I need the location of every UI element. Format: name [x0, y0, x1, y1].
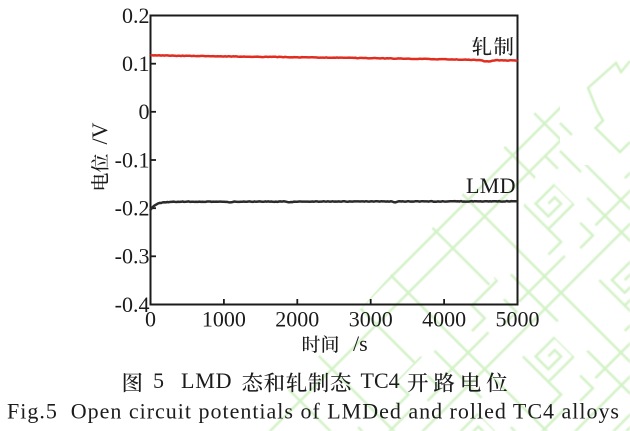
- svg-text:0.2: 0.2: [122, 3, 150, 28]
- svg-text:LMD: LMD: [466, 173, 516, 198]
- svg-text:3000: 3000: [349, 307, 393, 332]
- svg-text:0: 0: [139, 99, 150, 124]
- svg-text:-0.1: -0.1: [115, 147, 150, 172]
- svg-text:1000: 1000: [202, 307, 246, 332]
- svg-text:4000: 4000: [422, 307, 466, 332]
- svg-text:TC4: TC4: [361, 368, 400, 393]
- svg-text:5: 5: [153, 368, 164, 393]
- svg-text:-0.4: -0.4: [115, 292, 150, 317]
- svg-text:LMD: LMD: [181, 368, 232, 393]
- svg-text:5000: 5000: [496, 307, 540, 332]
- svg-text:0.1: 0.1: [122, 51, 150, 76]
- svg-text:-0.3: -0.3: [115, 244, 150, 269]
- svg-text:0: 0: [145, 307, 156, 332]
- svg-text:/V: /V: [87, 122, 112, 144]
- svg-text:/s: /s: [353, 331, 368, 356]
- svg-text:2000: 2000: [275, 307, 319, 332]
- svg-text:Fig.5 Open circuit potentials: Fig.5 Open circuit potentials of LMDed a…: [7, 399, 619, 424]
- svg-text:-0.2: -0.2: [115, 196, 150, 221]
